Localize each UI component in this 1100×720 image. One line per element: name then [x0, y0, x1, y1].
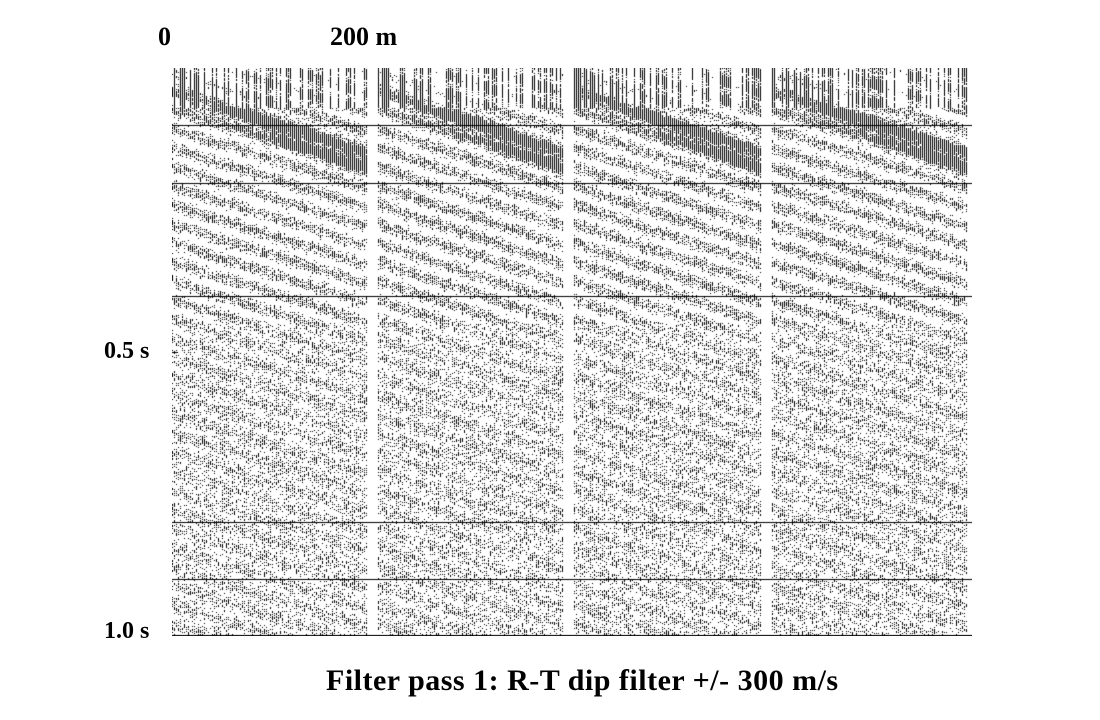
time-label-0-5s: 0.5 s [104, 338, 150, 364]
time-label-1-0s: 1.0 s [104, 618, 150, 644]
seismic-section [172, 68, 972, 636]
distance-label-zero: 0 [158, 22, 171, 51]
distance-label-200m: 200 m [330, 22, 398, 51]
seismic-traces-image [172, 68, 972, 636]
figure-caption: Filter pass 1: R-T dip filter +/- 300 m/… [326, 664, 839, 697]
